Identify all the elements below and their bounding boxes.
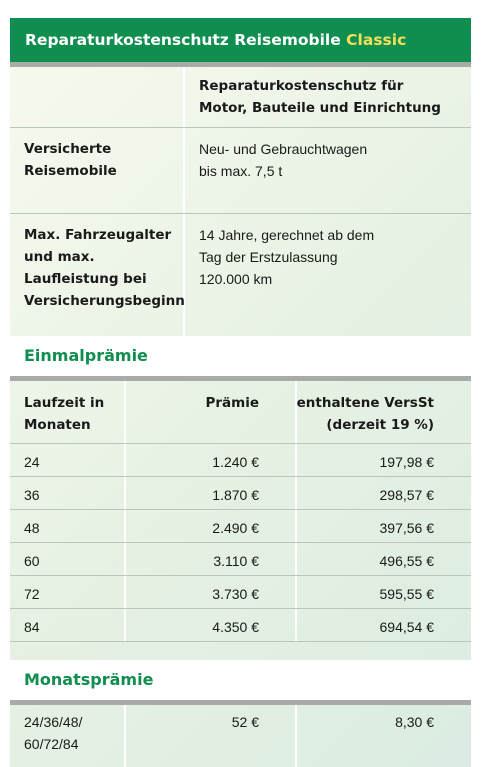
col-versst-line1: enthaltene VersSt: [296, 395, 434, 411]
info-label-age-2: und max.: [24, 249, 95, 265]
info-divider: [10, 213, 471, 214]
monat-praemie: 52 €: [231, 714, 259, 730]
einmal-column-divider: [124, 381, 126, 641]
col-laufzeit-line1: Laufzeit in: [24, 395, 105, 411]
info-label-vehicles-1: Versicherte: [24, 141, 112, 157]
row-versst: 298,57 €: [379, 487, 435, 503]
info-label-age-4: Versicherungsbeginn: [24, 293, 185, 309]
info-value-vehicles-2: bis max. 7,5 t: [199, 163, 283, 179]
banner-shadow: [10, 62, 471, 67]
row-laufzeit: 36: [24, 487, 40, 503]
col-praemie: Prämie: [205, 395, 259, 411]
info-value-age-1: 14 Jahre, gerechnet ab dem: [199, 227, 375, 243]
table-divider: [10, 575, 471, 576]
row-praemie: 3.730 €: [212, 586, 259, 602]
row-laufzeit: 60: [24, 553, 40, 569]
info-label-age-1: Max. Fahrzeugalter: [24, 227, 172, 243]
info-header-line2: Motor, Bauteile und Einrichtung: [199, 100, 441, 116]
info-label-age-3: Laufleistung bei: [24, 271, 147, 287]
table-divider: [10, 509, 471, 510]
row-praemie: 1.240 €: [212, 454, 259, 470]
tariff-card: Reparaturkostenschutz Reisemobile Classi…: [10, 18, 471, 767]
row-laufzeit: 24: [24, 454, 40, 470]
row-praemie: 2.490 €: [212, 520, 259, 536]
table-divider: [10, 476, 471, 477]
table-divider: [10, 542, 471, 543]
row-versst: 694,54 €: [379, 619, 435, 635]
info-value-age-3: 120.000 km: [199, 271, 273, 287]
einmal-heading: Einmalprämie: [10, 336, 471, 376]
monat-versst: 8,30 €: [395, 714, 434, 730]
row-laufzeit: 48: [24, 520, 40, 536]
info-value-age-2: Tag der Erstzulassung: [199, 249, 338, 265]
row-versst: 397,56 €: [379, 520, 435, 536]
einmal-heading-shadow: [10, 376, 471, 381]
table-divider: [10, 443, 471, 444]
info-column-divider: [183, 67, 185, 338]
monat-column-divider: [124, 705, 126, 767]
info-header-line1: Reparaturkostenschutz für: [199, 78, 404, 94]
title-main: Reparaturkostenschutz Reisemobile: [25, 31, 341, 49]
col-versst-line2: (derzeit 19 %): [326, 417, 434, 433]
row-praemie: 4.350 €: [212, 619, 259, 635]
monat-column-divider: [295, 705, 297, 767]
row-versst: 197,98 €: [379, 454, 435, 470]
title-accent: Classic: [346, 31, 407, 49]
title-banner: Reparaturkostenschutz Reisemobile Classi…: [10, 18, 471, 62]
monat-heading: Monatsprämie: [10, 660, 471, 700]
info-value-vehicles-1: Neu- und Gebrauchtwagen: [199, 141, 368, 157]
row-laufzeit: 84: [24, 619, 40, 635]
monat-heading-shadow: [10, 700, 471, 705]
row-praemie: 1.870 €: [212, 487, 259, 503]
info-label-vehicles-2: Reisemobile: [24, 163, 117, 179]
monat-laufzeit-line2: 60/72/84: [24, 736, 79, 752]
monat-laufzeit-line1: 24/36/48/: [24, 714, 83, 730]
col-laufzeit-line2: Monaten: [24, 417, 91, 433]
table-divider: [10, 608, 471, 609]
row-versst: 496,55 €: [379, 553, 435, 569]
row-versst: 595,55 €: [379, 586, 435, 602]
info-divider: [10, 127, 471, 128]
row-praemie: 3.110 €: [213, 553, 259, 569]
einmal-column-divider: [295, 381, 297, 641]
table-divider: [10, 641, 471, 642]
row-laufzeit: 72: [24, 586, 40, 602]
